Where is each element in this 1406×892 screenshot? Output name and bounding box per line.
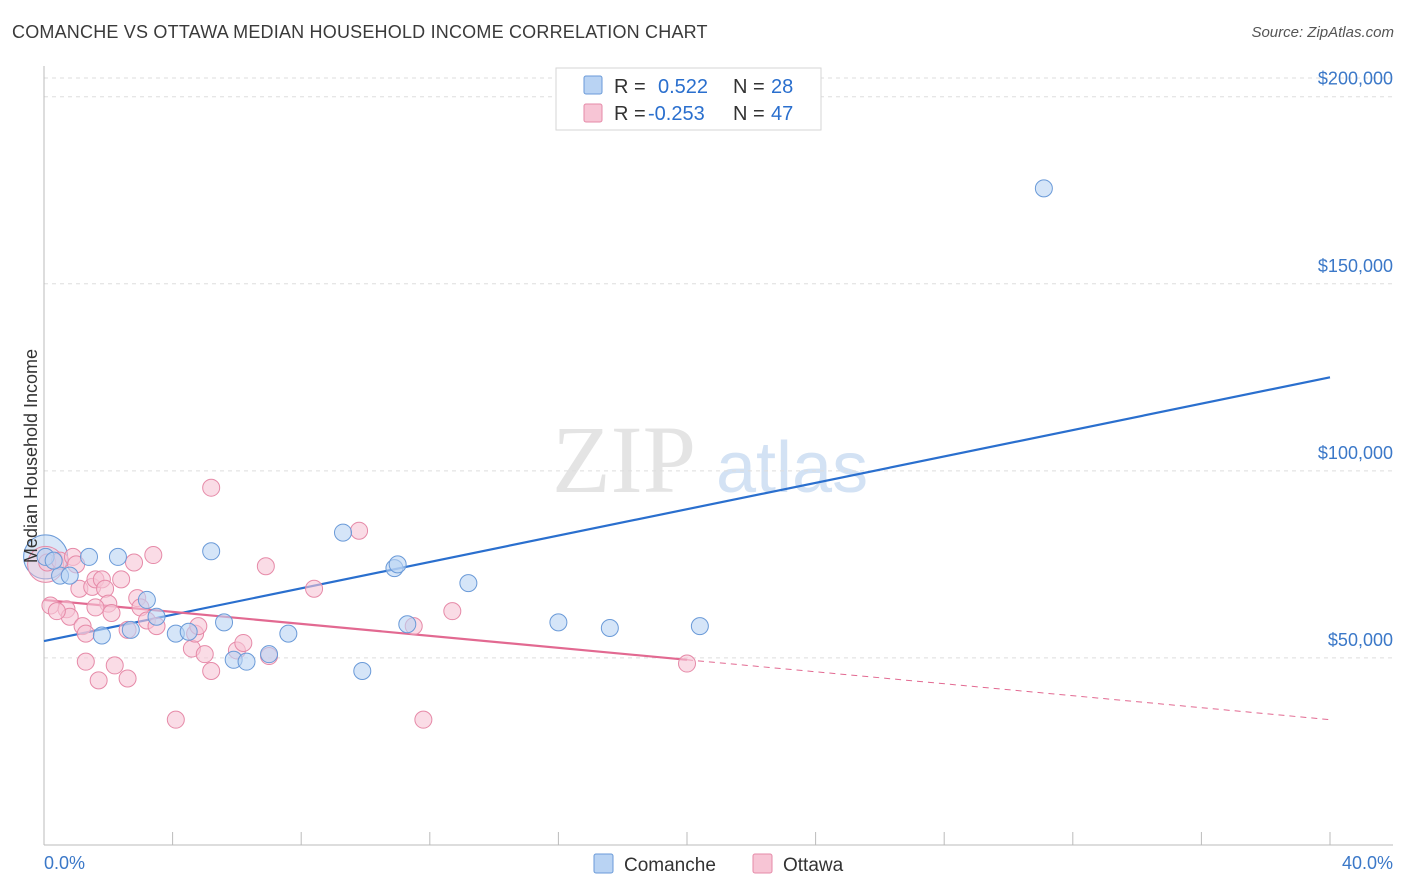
point-comanche-16 xyxy=(333,523,352,542)
point-comanche-24 xyxy=(690,617,709,636)
source-label: Source: ZipAtlas.com xyxy=(1251,24,1394,41)
y-tick-label-2: $150,000 xyxy=(1318,256,1393,276)
point-ottawa-17 xyxy=(102,604,121,623)
point-ottawa-43 xyxy=(443,602,462,621)
trend-line-comanche xyxy=(43,376,1331,643)
y-tick-label-1: $100,000 xyxy=(1318,443,1393,463)
point-comanche-19 xyxy=(388,555,407,574)
point-ottawa-36 xyxy=(234,633,253,652)
point-ottawa-37 xyxy=(256,557,275,576)
point-comanche-11 xyxy=(215,613,234,632)
point-comanche-3 xyxy=(92,626,111,645)
point-ottawa-18 xyxy=(105,656,124,675)
bottom-legend-swatch-comanche xyxy=(593,853,614,874)
x-tick-max: 40.0% xyxy=(1342,853,1393,873)
point-comanche-5 xyxy=(121,620,140,639)
watermark-atlas: atlas xyxy=(716,428,868,508)
legend-n-label-comanche: N = xyxy=(733,76,765,98)
point-comanche-6 xyxy=(137,590,156,609)
bottom-legend-swatch-ottawa xyxy=(752,853,773,874)
point-comanche-10 xyxy=(202,542,221,561)
point-ottawa-22 xyxy=(125,553,144,572)
legend-r-label-comanche: R = xyxy=(614,76,646,98)
point-ottawa-19 xyxy=(112,570,131,589)
bottom-legend: Comanche Ottawa xyxy=(593,853,844,876)
stats-legend: R = 0.522 N = 28 R = -0.253 N = 47 xyxy=(555,67,822,131)
point-ottawa-32 xyxy=(195,645,214,664)
point-comanche-22 xyxy=(549,613,568,632)
x-tick-min: 0.0% xyxy=(44,853,85,873)
point-ottawa-28 xyxy=(166,710,185,729)
chart-title: COMANCHE VS OTTAWA MEDIAN HOUSEHOLD INCO… xyxy=(12,22,708,42)
legend-r-value-ottawa: -0.253 xyxy=(648,103,705,125)
point-ottawa-13 xyxy=(89,671,108,690)
point-comanche-4 xyxy=(108,547,127,566)
y-tick-label-3: $200,000 xyxy=(1318,69,1393,89)
point-ottawa-39 xyxy=(305,579,324,598)
point-comanche-25 xyxy=(1034,179,1053,198)
point-comanche-21 xyxy=(459,574,478,593)
point-comanche-27 xyxy=(44,551,63,570)
point-ottawa-10 xyxy=(76,652,95,671)
grid-lines xyxy=(44,77,1393,659)
legend-n-value-comanche: 28 xyxy=(771,76,793,98)
legend-swatch-comanche xyxy=(583,75,603,95)
point-ottawa-42 xyxy=(414,710,433,729)
point-comanche-26 xyxy=(60,566,79,585)
trend-line-ottawa-extension xyxy=(686,659,1331,721)
point-ottawa-44 xyxy=(678,654,696,673)
point-comanche-9 xyxy=(179,622,198,641)
watermark: ZIP atlas xyxy=(552,406,868,513)
point-ottawa-45 xyxy=(47,602,66,621)
point-ottawa-46 xyxy=(86,598,105,617)
point-comanche-23 xyxy=(600,618,619,637)
point-ottawa-34 xyxy=(202,478,221,497)
legend-swatch-ottawa xyxy=(583,103,603,123)
point-comanche-15 xyxy=(279,624,298,643)
point-ottawa-40 xyxy=(350,521,369,540)
bottom-legend-label-ottawa: Ottawa xyxy=(783,855,844,876)
legend-n-value-ottawa: 47 xyxy=(771,103,793,125)
legend-n-label-ottawa: N = xyxy=(733,103,765,125)
point-comanche-7 xyxy=(147,607,166,626)
point-ottawa-33 xyxy=(202,662,221,681)
point-comanche-17 xyxy=(353,662,372,681)
y-axis-title: Median Household Income xyxy=(21,349,41,563)
point-comanche-13 xyxy=(237,652,256,671)
point-comanche-14 xyxy=(260,645,279,664)
legend-r-value-comanche: 0.522 xyxy=(658,76,708,98)
y-tick-label-0: $50,000 xyxy=(1328,630,1393,650)
y-tick-labels: $50,000 $100,000 $150,000 $200,000 xyxy=(1318,69,1393,650)
watermark-zip: ZIP xyxy=(552,406,696,513)
point-comanche-2 xyxy=(80,547,99,566)
point-ottawa-9 xyxy=(76,624,95,643)
bottom-legend-label-comanche: Comanche xyxy=(624,855,716,876)
axes xyxy=(43,66,1393,846)
point-ottawa-26 xyxy=(144,546,163,565)
legend-r-label-ottawa: R = xyxy=(614,103,646,125)
point-comanche-20 xyxy=(398,615,417,634)
data-points xyxy=(23,179,1053,729)
point-ottawa-21 xyxy=(118,669,137,688)
point-ottawa-15 xyxy=(96,579,115,598)
